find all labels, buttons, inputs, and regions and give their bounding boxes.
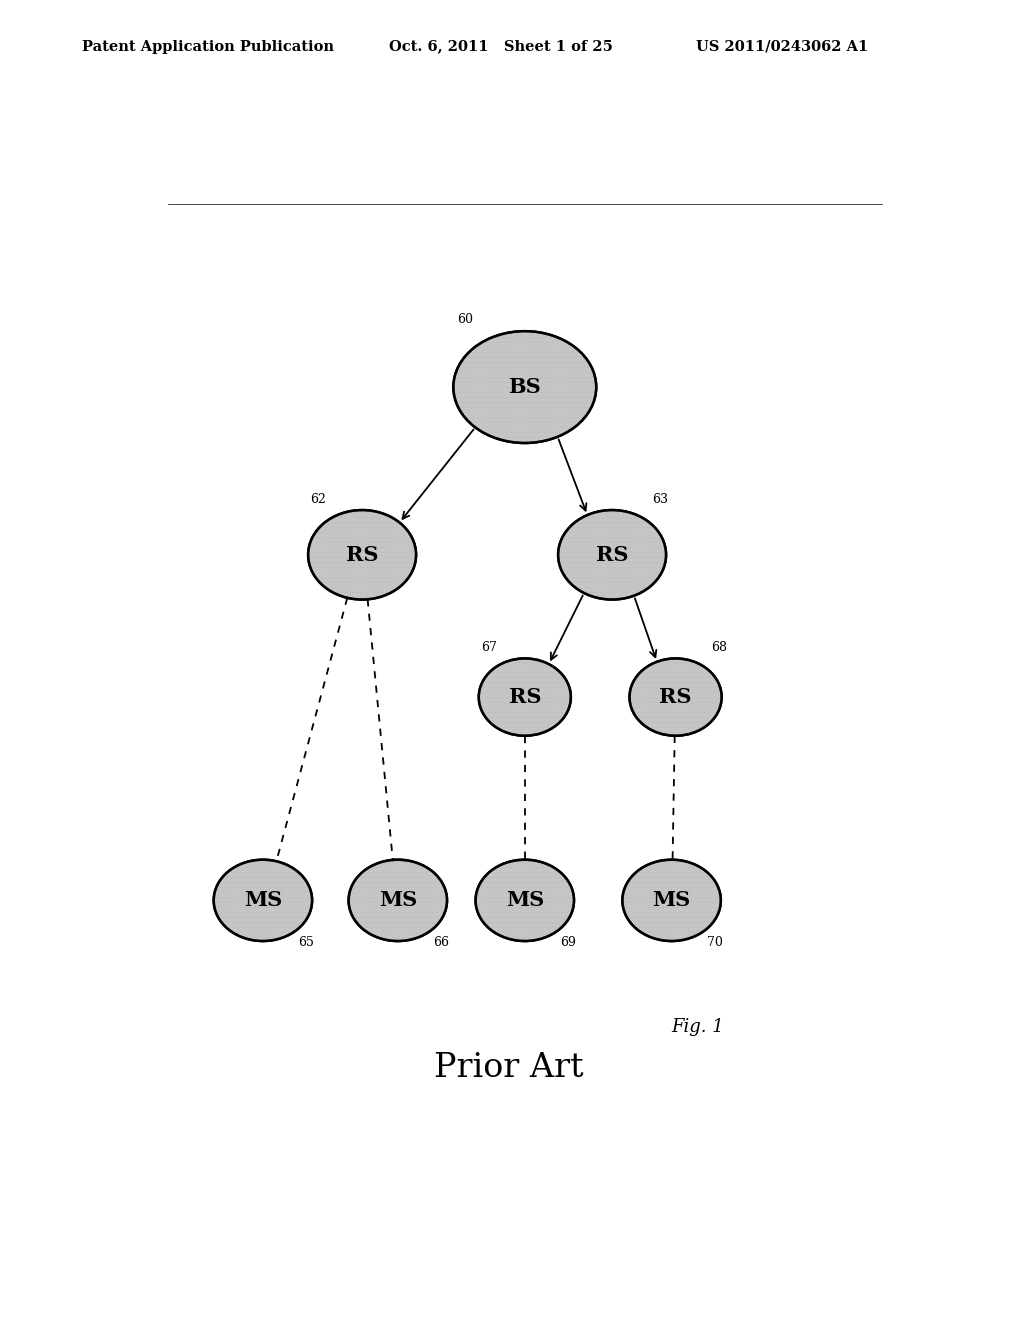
Text: 62: 62 [310, 492, 327, 506]
Text: RS: RS [509, 688, 541, 708]
Text: Patent Application Publication: Patent Application Publication [82, 40, 334, 54]
Text: 70: 70 [708, 936, 723, 949]
Ellipse shape [479, 659, 570, 735]
Ellipse shape [630, 659, 722, 735]
Text: MS: MS [652, 891, 691, 911]
Text: Oct. 6, 2011   Sheet 1 of 25: Oct. 6, 2011 Sheet 1 of 25 [389, 40, 613, 54]
Text: MS: MS [506, 891, 544, 911]
Text: Fig. 1: Fig. 1 [672, 1019, 724, 1036]
Text: 69: 69 [560, 936, 577, 949]
Text: MS: MS [244, 891, 282, 911]
Text: 67: 67 [481, 642, 497, 655]
Ellipse shape [623, 859, 721, 941]
Text: 68: 68 [712, 642, 727, 655]
Ellipse shape [454, 331, 596, 444]
Text: BS: BS [509, 378, 541, 397]
Ellipse shape [558, 510, 666, 599]
Text: RS: RS [346, 545, 378, 565]
Text: 66: 66 [433, 936, 450, 949]
Text: 65: 65 [299, 936, 314, 949]
Ellipse shape [475, 859, 574, 941]
Text: Prior Art: Prior Art [434, 1052, 584, 1084]
Ellipse shape [348, 859, 447, 941]
Text: RS: RS [596, 545, 629, 565]
Text: 63: 63 [652, 492, 668, 506]
Ellipse shape [308, 510, 416, 599]
Text: 60: 60 [458, 313, 473, 326]
Ellipse shape [214, 859, 312, 941]
Text: MS: MS [379, 891, 417, 911]
Text: US 2011/0243062 A1: US 2011/0243062 A1 [696, 40, 868, 54]
Text: RS: RS [659, 688, 692, 708]
